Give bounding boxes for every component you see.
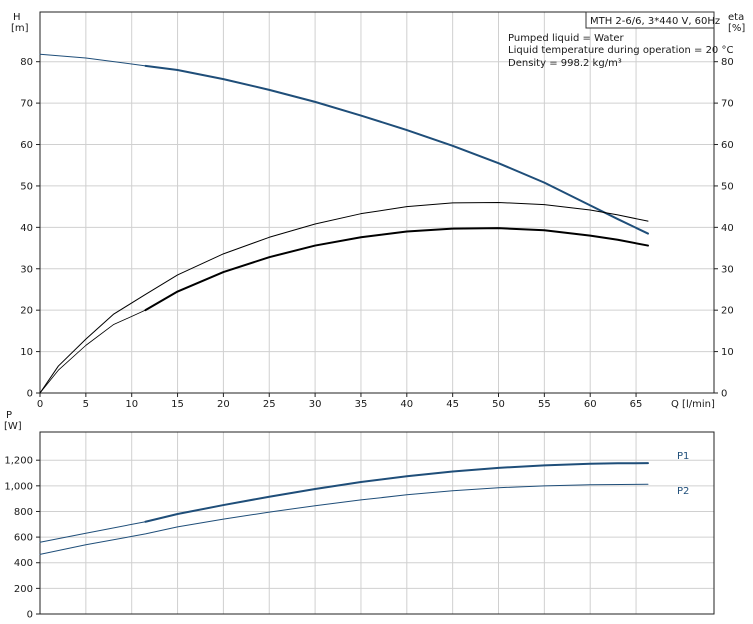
x-tick-label-35: 35 (355, 399, 368, 410)
power-tick-label-1000: 1,000 (4, 481, 33, 492)
y-left-label-line1: H (13, 12, 21, 23)
x-tick-label-20: 20 (217, 399, 230, 410)
y-right-tick-label-80: 80 (721, 57, 734, 68)
eta-thin-curve (39, 202, 649, 394)
y-left-tick-label-70: 70 (20, 99, 33, 110)
y-left-tick-label-80: 80 (20, 57, 33, 68)
power-axis-label-line1: P (6, 410, 12, 421)
info-line-2: Liquid temperature during operation = 20… (508, 45, 733, 56)
x-tick-label-50: 50 (492, 399, 505, 410)
y-left-label-line2: [m] (11, 23, 29, 34)
y-right-tick-label-60: 60 (721, 140, 734, 151)
x-tick-label-60: 60 (584, 399, 597, 410)
x-tick-label-65: 65 (630, 399, 643, 410)
x-tick-label-5: 5 (83, 399, 89, 410)
top-plot-frame (39, 11, 715, 394)
bottom-axis-ticks: 0 200 400 600 800 1,000 1,200 (4, 456, 40, 621)
power-tick-label-800: 800 (14, 507, 33, 518)
x-tick-label-0: 0 (37, 399, 43, 410)
legend-p1: P1 (677, 451, 689, 462)
x-tick-label-15: 15 (171, 399, 184, 410)
y-left-tick-label-10: 10 (20, 347, 33, 358)
power-tick-label-0: 0 (27, 610, 33, 621)
top-grid (39, 12, 714, 393)
x-tick-label-10: 10 (125, 399, 138, 410)
power-tick-label-400: 400 (14, 558, 33, 569)
y-left-tick-label-60: 60 (20, 140, 33, 151)
info-line-3: Density = 998.2 kg/m³ (508, 58, 622, 69)
x-tick-label-25: 25 (263, 399, 276, 410)
x-axis-label: Q [l/min] (671, 399, 715, 410)
y-right-label-line1: eta (728, 12, 744, 23)
x-tick-label-30: 30 (309, 399, 322, 410)
curves (39, 53, 649, 555)
eta-curve-extrapolated (39, 309, 146, 394)
x-tick-label-55: 55 (538, 399, 551, 410)
y-right-tick-label-20: 20 (721, 306, 734, 317)
p1-curve (144, 462, 649, 523)
x-tick-label-45: 45 (446, 399, 459, 410)
y-right-tick-label-10: 10 (721, 347, 734, 358)
model-box (585, 11, 715, 29)
bottom-plot-frame (39, 431, 715, 615)
p1-curve-extrapolated (39, 521, 146, 543)
power-tick-label-200: 200 (14, 584, 33, 595)
y-right-label-line2: [%] (728, 23, 745, 34)
y-left-tick-label-20: 20 (20, 306, 33, 317)
head-curve-extrapolated (39, 53, 146, 67)
p2-curve (39, 483, 649, 555)
y-right-tick-label-50: 50 (721, 181, 734, 192)
y-left-tick-label-50: 50 (20, 181, 33, 192)
y-left-tick-label-40: 40 (20, 223, 33, 234)
x-tick-label-40: 40 (400, 399, 413, 410)
legend-p2: P2 (677, 486, 689, 497)
info-line-1: Pumped liquid = Water (508, 33, 625, 44)
y-left-tick-label-0: 0 (27, 389, 33, 400)
y-left-tick-label-30: 30 (20, 264, 33, 275)
y-right-tick-label-70: 70 (721, 99, 734, 110)
y-right-tick-label-40: 40 (721, 223, 734, 234)
head-curve (144, 64, 649, 235)
model-title: MTH 2-6/6, 3*440 V, 60Hz (590, 16, 720, 27)
power-tick-label-1200: 1,200 (4, 456, 33, 467)
y-right-tick-label-30: 30 (721, 264, 734, 275)
power-axis-label-line2: [W] (4, 421, 22, 432)
power-tick-label-600: 600 (14, 533, 33, 544)
eta-curve (144, 227, 649, 312)
y-right-tick-label-0: 0 (721, 389, 727, 400)
